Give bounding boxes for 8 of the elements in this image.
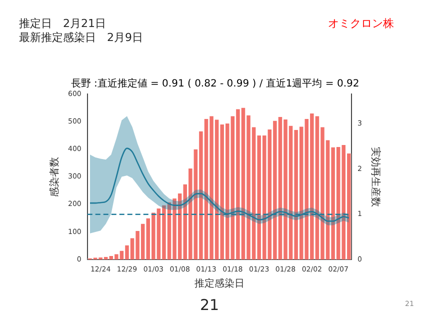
chart-title: 長野 :直近推定値 = 0.91 ( 0.82 - 0.99 ) / 直近1週平均 = 0.92 — [70, 78, 360, 90]
x-axis-title: 推定感染日 — [194, 278, 244, 290]
y-axis-title: 感染者数 — [48, 156, 61, 197]
text: オミクロン株 — [328, 16, 394, 31]
text: 最新推定感染日 2月9日 — [19, 30, 143, 45]
y2-axis-title: 実効再生産数 — [369, 146, 382, 207]
text: 21 — [200, 296, 220, 314]
text: 推定日 2月21日 — [19, 16, 106, 31]
